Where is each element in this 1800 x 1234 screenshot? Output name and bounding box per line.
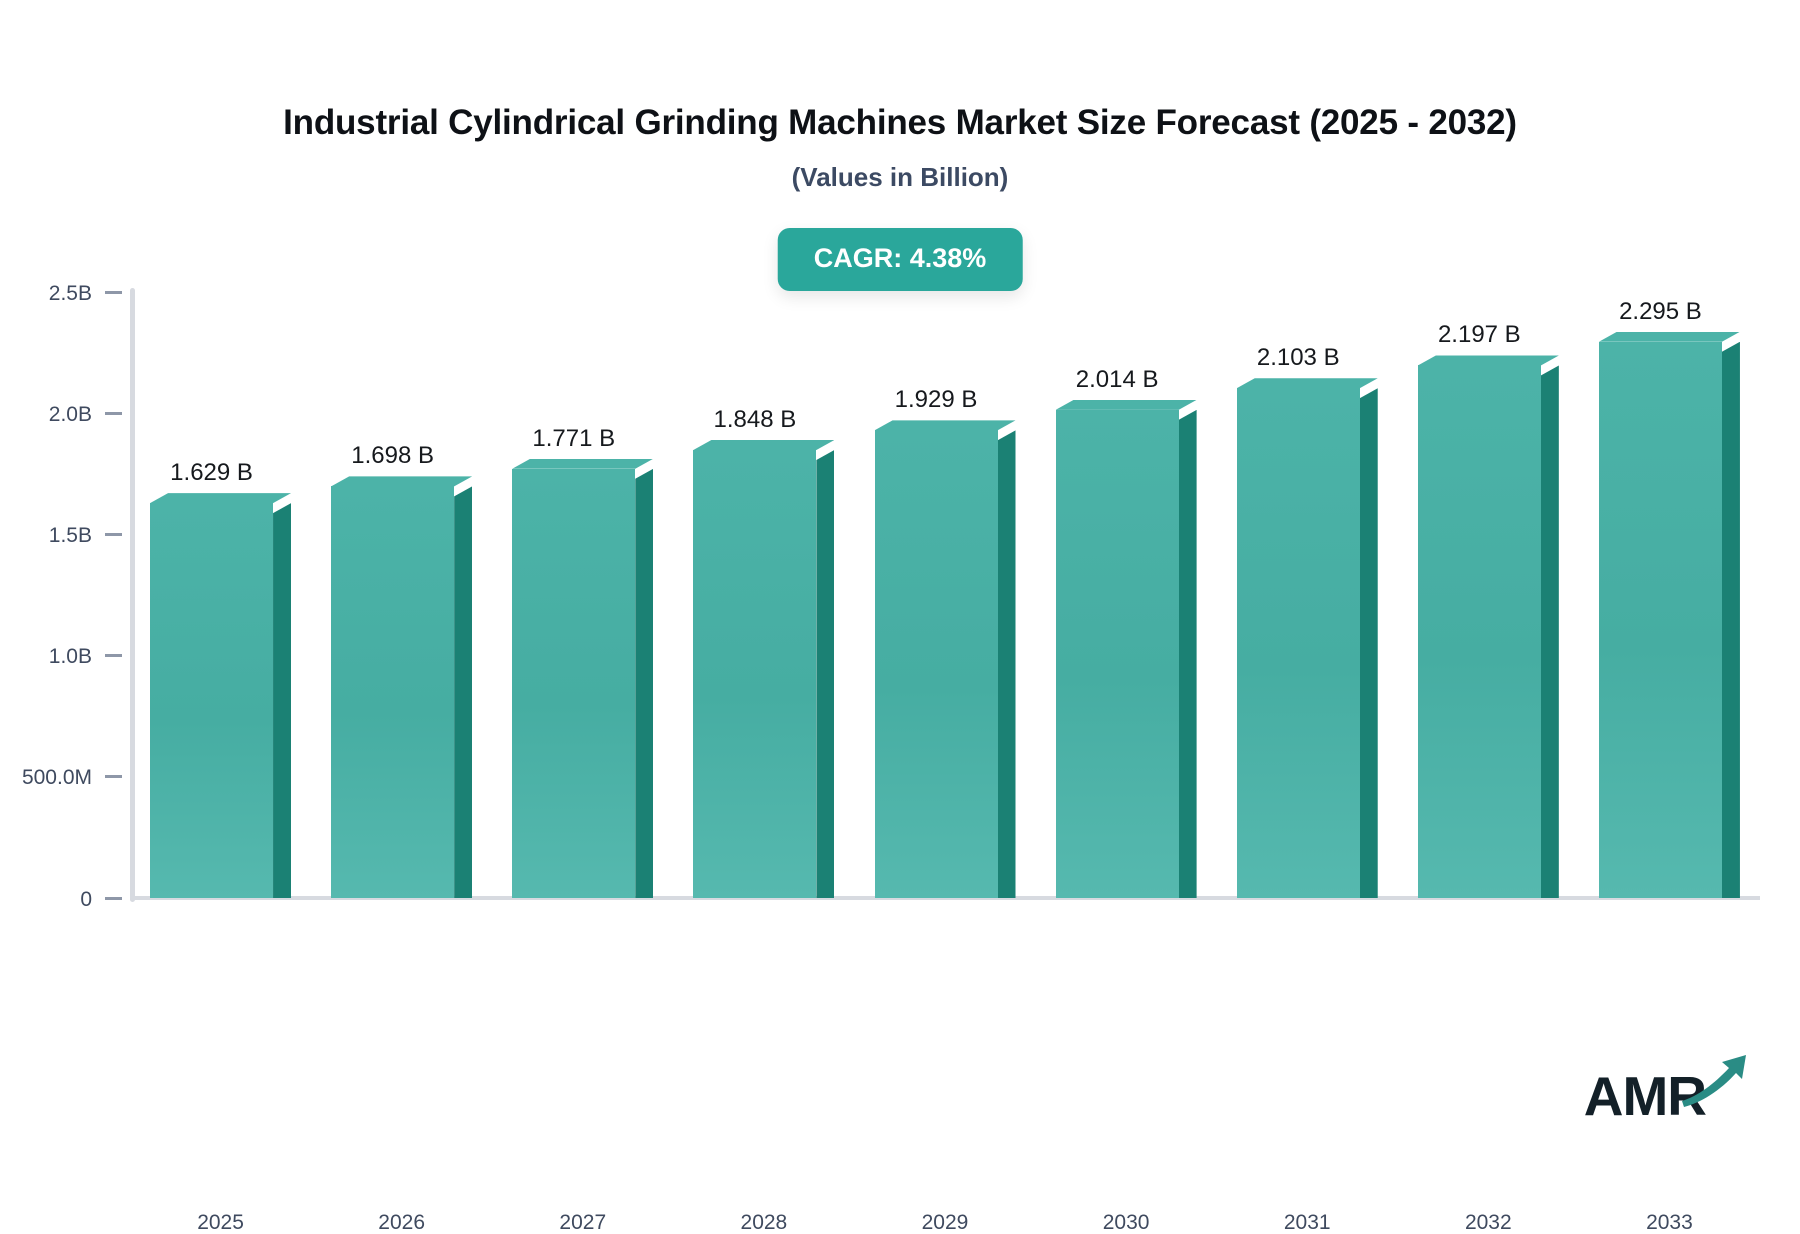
y-axis-line (130, 288, 135, 902)
chart-subtitle: (Values in Billion) (791, 161, 1009, 192)
bar[interactable]: 2.014 B (1055, 367, 1197, 898)
bar-front-face (512, 468, 636, 898)
chart-title: Industrial Cylindrical Grinding Machines… (283, 103, 1517, 142)
bar-top-face (150, 493, 291, 504)
x-axis-label: 2031 (1283, 1211, 1331, 1234)
bar-value-label: 1.629 B (170, 459, 253, 487)
bar-side-face (997, 430, 1016, 898)
bar-slot: 2.103 B (1236, 292, 1378, 898)
chart-container: Industrial Cylindrical Grinding Machines… (0, 103, 1800, 1233)
y-axis-tick-label: 0 (80, 887, 92, 911)
bar-side-face (454, 486, 473, 898)
bar[interactable]: 1.929 B (874, 388, 1016, 898)
bar-top-face (512, 459, 653, 470)
bar-side-face (273, 503, 292, 898)
bar[interactable]: 2.295 B (1598, 299, 1740, 898)
y-axis-tick-label: 1.0B (48, 645, 92, 669)
bar-side-face (1359, 388, 1378, 898)
growth-arrow-icon (1680, 1053, 1760, 1120)
bar-value-label: 2.103 B (1256, 344, 1340, 372)
logo-text: AMR (1583, 1065, 1707, 1127)
bar-slot: 1.629 B (150, 292, 292, 898)
x-axis-label: 2025 (197, 1211, 244, 1234)
bar-top-face (1418, 355, 1559, 366)
bar[interactable]: 2.103 B (1236, 346, 1378, 898)
y-axis-tick-mark (105, 532, 122, 536)
bar-front-face (1417, 365, 1541, 898)
bar-slot: 2.014 B (1055, 292, 1197, 898)
bar-top-face (875, 420, 1016, 431)
bar-top-face (1056, 400, 1197, 411)
bar-value-label: 2.014 B (1075, 365, 1159, 393)
y-axis-tick-mark (105, 654, 122, 658)
bar-value-label: 1.698 B (351, 442, 435, 470)
bar[interactable]: 1.848 B (693, 408, 835, 898)
y-axis-tick-mark (105, 411, 122, 415)
x-axis-label: 2026 (378, 1211, 426, 1234)
bar-value-label: 2.197 B (1437, 321, 1521, 349)
x-axis-line (130, 896, 1760, 900)
bar-front-face (693, 450, 817, 898)
cagr-badge: CAGR: 4.38% (777, 228, 1023, 291)
bar-slot: 2.197 B (1417, 292, 1559, 898)
bar-front-face (331, 486, 455, 898)
bar-side-face (1721, 341, 1740, 898)
y-axis-tick-label: 1.5B (48, 523, 92, 547)
x-axis-label: 2028 (740, 1211, 788, 1234)
y-axis-tick-label: 500.0M (21, 766, 92, 790)
bar-value-label: 1.929 B (894, 386, 978, 414)
x-axis-label: 2032 (1464, 1211, 1512, 1234)
bar-front-face (1598, 341, 1722, 898)
plot-area: 0 500.0M 1.0B 1.5B 2.0B 2.5B 1.629 B 1.698 B 1.… (22, 283, 1760, 1233)
y-axis-tick-mark (105, 290, 122, 294)
bar-front-face (1236, 388, 1360, 898)
bar[interactable]: 1.629 B (150, 461, 292, 898)
bar-front-face (150, 503, 274, 898)
x-axis-label: 2033 (1646, 1211, 1693, 1234)
bar[interactable]: 1.698 B (331, 444, 473, 898)
bar-slot: 1.698 B (331, 292, 473, 898)
y-axis-tick-mark (105, 896, 122, 900)
x-axis-label: 2030 (1102, 1211, 1150, 1234)
y-axis-tick-mark (105, 775, 122, 779)
bar-value-label: 1.848 B (713, 406, 797, 434)
bar-top-face (693, 440, 834, 451)
bar-slot: 2.295 B (1598, 292, 1740, 898)
bar-slot: 1.848 B (693, 292, 835, 898)
x-axis-label: 2027 (559, 1211, 607, 1234)
bar-value-label: 2.295 B (1619, 297, 1702, 325)
bar-side-face (1178, 409, 1197, 898)
bar-front-face (874, 430, 998, 898)
bar-top-face (1237, 378, 1378, 389)
bar-front-face (1055, 409, 1179, 898)
amr-logo: AMR (1584, 1053, 1760, 1124)
bar-slot: 1.771 B (512, 292, 654, 898)
bar-side-face (816, 450, 835, 898)
bar-top-face (331, 476, 472, 487)
bar-top-face (1599, 332, 1740, 343)
bar[interactable]: 1.771 B (512, 426, 654, 898)
x-axis-label: 2029 (921, 1211, 969, 1234)
y-axis-tick-label: 2.5B (48, 281, 92, 305)
bar-side-face (635, 468, 654, 898)
bar-slot: 1.929 B (874, 292, 1016, 898)
bar[interactable]: 2.197 B (1417, 323, 1559, 898)
bar-side-face (1540, 365, 1559, 898)
bar-value-label: 1.771 B (532, 424, 616, 452)
title-block: Industrial Cylindrical Grinding Machines… (0, 103, 1800, 192)
bar-series: 1.629 B 1.698 B 1.771 B 1.848 B 1.929 B 2.014… (130, 292, 1760, 898)
y-axis-tick-label: 2.0B (48, 402, 92, 426)
